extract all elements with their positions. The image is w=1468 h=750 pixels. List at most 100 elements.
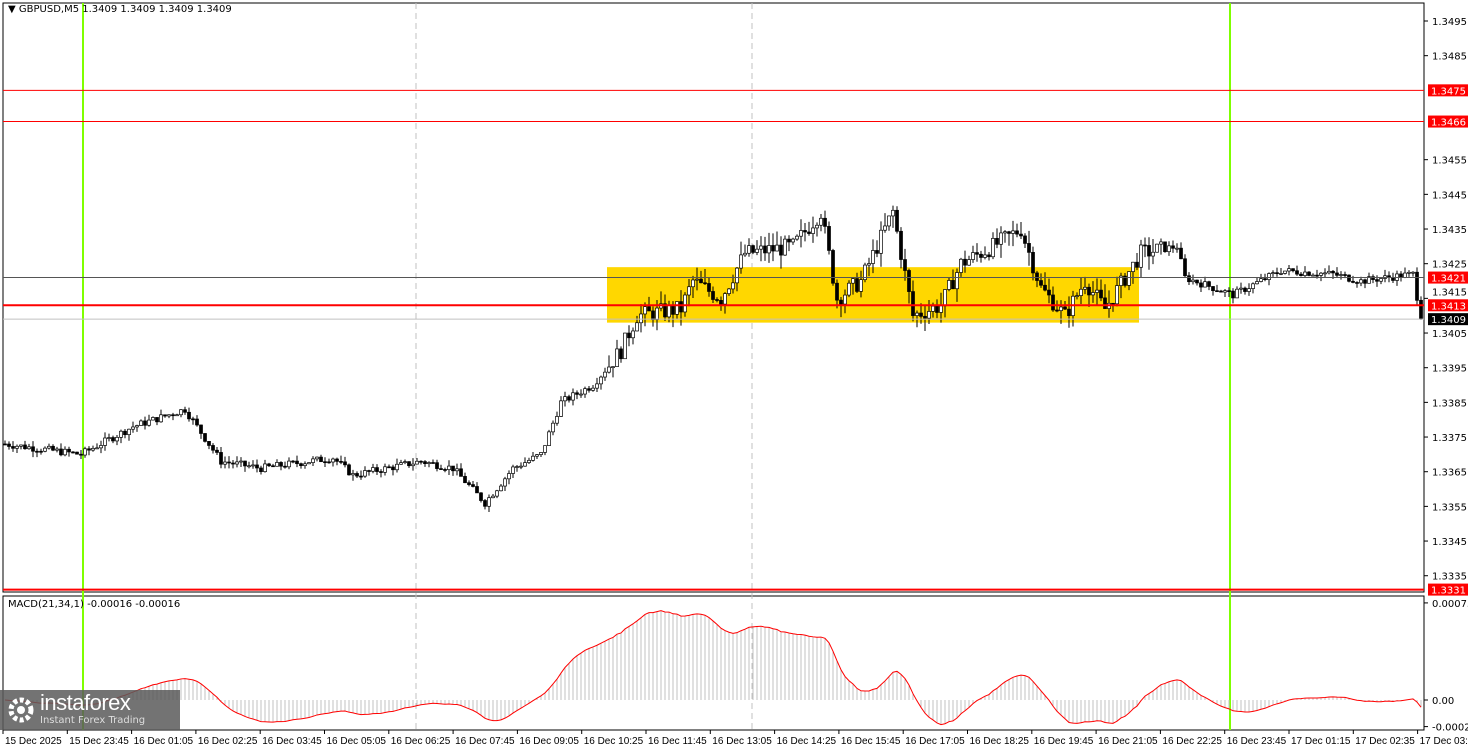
bear-candle — [1275, 272, 1279, 275]
level-tag-label: 1.3421 — [1431, 274, 1466, 285]
bear-candle — [1063, 306, 1067, 310]
bull-candle — [967, 259, 971, 266]
bear-candle — [587, 388, 591, 391]
bull-candle — [455, 468, 459, 472]
bear-candle — [1263, 278, 1267, 281]
bull-candle — [723, 293, 727, 305]
bull-candle — [499, 485, 503, 492]
bear-candle — [923, 315, 927, 319]
bull-candle — [83, 448, 87, 456]
bull-candle — [1059, 306, 1063, 311]
bear-candle — [651, 310, 655, 320]
bear-candle — [707, 283, 711, 292]
bull-candle — [1191, 279, 1195, 283]
bull-candle — [811, 227, 815, 234]
bear-candle — [895, 209, 899, 232]
bull-candle — [371, 467, 375, 472]
price-tick-label: 1.3495 — [1432, 17, 1467, 28]
time-tick-label: 16 Dec 23:45 — [1227, 736, 1287, 747]
price-tick-label: 1.3415 — [1432, 287, 1467, 298]
bull-candle — [351, 473, 355, 476]
bull-candle — [91, 448, 95, 451]
bull-candle — [19, 444, 23, 447]
bear-candle — [1347, 274, 1351, 282]
bear-candle — [187, 411, 191, 420]
macd-tick-label: 0.00073 — [1432, 599, 1468, 610]
price-tick-label: 1.3335 — [1432, 572, 1467, 583]
bull-candle — [147, 419, 151, 426]
bull-candle — [1411, 271, 1415, 274]
bear-candle — [1027, 243, 1031, 253]
bull-candle — [559, 400, 563, 417]
bear-candle — [787, 238, 791, 243]
price-tick-label: 1.3365 — [1432, 468, 1467, 479]
bull-candle — [791, 238, 795, 243]
bear-candle — [1307, 271, 1311, 276]
bear-candle — [1067, 308, 1071, 317]
bear-candle — [1291, 268, 1295, 272]
bear-candle — [1375, 279, 1379, 282]
bull-candle — [815, 224, 819, 229]
bear-candle — [951, 280, 955, 290]
bull-candle — [943, 289, 947, 307]
price-tick-label: 1.3485 — [1432, 52, 1467, 63]
bull-candle — [1259, 278, 1263, 282]
bear-candle — [391, 466, 395, 471]
bull-candle — [43, 447, 47, 452]
bull-candle — [1235, 288, 1239, 299]
bear-candle — [215, 449, 219, 453]
bull-candle — [735, 267, 739, 284]
bear-candle — [1143, 244, 1147, 247]
bear-candle — [183, 409, 187, 413]
bear-candle — [483, 500, 487, 507]
chart-header: ▼ GBPUSD,M5 1.3409 1.3409 1.3409 1.3409 — [8, 4, 232, 15]
bear-candle — [975, 252, 979, 255]
bull-candle — [799, 230, 803, 237]
bull-candle — [1367, 276, 1371, 284]
bull-candle — [939, 305, 943, 313]
bull-candle — [1079, 288, 1083, 296]
bull-candle — [1379, 278, 1383, 282]
bull-candle — [47, 445, 51, 449]
time-tick-label: 17 Dec 03:55 — [1420, 736, 1468, 747]
bear-candle — [1195, 279, 1199, 284]
bull-candle — [139, 420, 143, 426]
price-tick-label: 1.3435 — [1432, 225, 1467, 236]
bull-candle — [1283, 270, 1287, 274]
bear-candle — [823, 217, 827, 227]
watermark-tagline: Instant Forex Trading — [40, 715, 146, 726]
time-tick-label: 16 Dec 11:45 — [648, 736, 707, 747]
bull-candle — [303, 463, 307, 466]
bear-candle — [1043, 284, 1047, 291]
bull-candle — [947, 280, 951, 290]
bull-candle — [1095, 289, 1099, 293]
bull-candle — [631, 330, 635, 339]
bear-candle — [1419, 299, 1423, 320]
bull-candle — [523, 462, 527, 467]
bear-candle — [1035, 272, 1039, 281]
price-tick-label: 1.3385 — [1432, 398, 1467, 409]
bull-candle — [1119, 275, 1123, 286]
bear-candle — [1179, 247, 1183, 260]
bear-candle — [1023, 235, 1027, 244]
bid-tag-label: 1.3409 — [1431, 315, 1466, 326]
bear-candle — [903, 259, 907, 271]
dropdown-triangle-icon[interactable]: ▼ — [8, 4, 16, 15]
bull-candle — [851, 278, 855, 284]
bear-candle — [171, 414, 175, 417]
bull-candle — [579, 393, 583, 396]
bull-candle — [879, 229, 883, 254]
time-tick-label: 16 Dec 15:45 — [841, 736, 901, 747]
bear-candle — [703, 282, 707, 285]
bull-candle — [655, 307, 659, 320]
bear-candle — [995, 238, 999, 245]
bull-candle — [743, 252, 747, 256]
bear-candle — [359, 475, 363, 478]
time-tick-label: 16 Dec 17:05 — [905, 736, 965, 747]
bear-candle — [1363, 279, 1367, 284]
bear-candle — [807, 231, 811, 234]
bull-candle — [883, 225, 887, 231]
bear-candle — [87, 448, 91, 451]
main-pane-frame — [2, 2, 1425, 593]
time-tick-label: 16 Dec 19:45 — [1034, 736, 1094, 747]
